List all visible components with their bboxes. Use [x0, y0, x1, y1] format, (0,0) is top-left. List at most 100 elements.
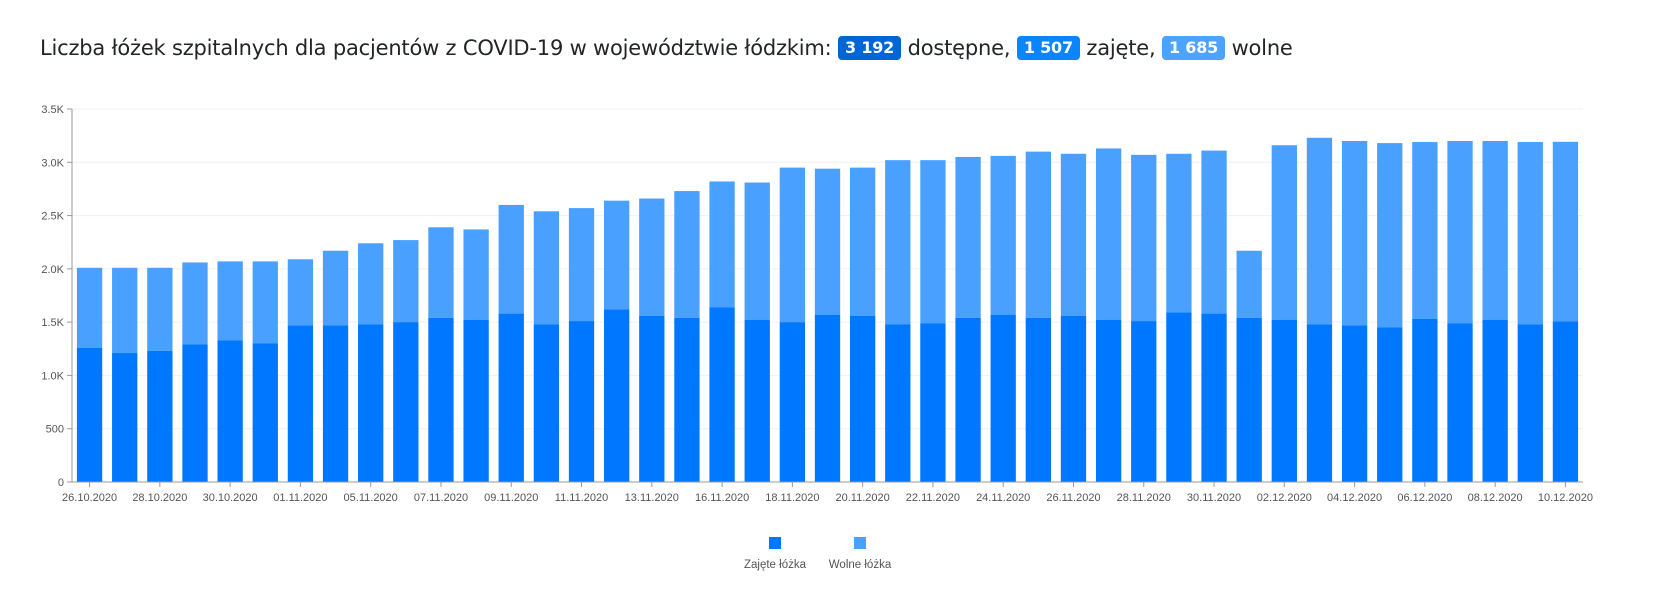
bar-free	[1236, 250, 1262, 318]
legend-swatch	[854, 537, 866, 549]
occupied-label: zajęte,	[1086, 36, 1156, 60]
bar-occupied	[674, 317, 700, 482]
bar-free	[1201, 150, 1227, 314]
bar-occupied	[1306, 324, 1333, 482]
y-tick-label: 3.5K	[41, 104, 64, 116]
bar-occupied	[1271, 320, 1297, 482]
bar-occupied	[358, 324, 384, 482]
bar-free	[920, 160, 946, 324]
bar-free	[990, 155, 1016, 315]
bar-free	[779, 167, 806, 323]
bar-occupied	[568, 321, 595, 482]
bar-free	[1517, 142, 1543, 325]
bar-occupied	[1341, 325, 1368, 482]
bar-free	[533, 211, 560, 325]
bar-occupied	[639, 315, 665, 482]
bar-free	[639, 198, 665, 316]
bar-occupied	[112, 353, 138, 482]
occupied-badge: 1 507	[1016, 36, 1080, 60]
bar-occupied	[147, 350, 173, 482]
bar-occupied	[1025, 317, 1051, 482]
bar-free	[217, 261, 243, 341]
bar-occupied	[428, 317, 454, 482]
bar-occupied	[1447, 323, 1473, 482]
bar-free	[1412, 142, 1438, 319]
bar-free	[604, 200, 630, 310]
bar-occupied	[849, 315, 876, 482]
x-tick-label: 24.11.2020	[976, 492, 1030, 504]
bar-free	[568, 208, 595, 322]
free-badge: 1 685	[1161, 36, 1226, 60]
y-tick-label: 3.0K	[41, 157, 64, 169]
bar-occupied	[1131, 321, 1157, 482]
bar-free	[709, 181, 735, 308]
x-tick-label: 13.11.2020	[625, 492, 679, 504]
bar-occupied	[217, 340, 243, 482]
bar-free	[674, 191, 700, 318]
bar-occupied	[76, 347, 103, 482]
y-tick-label: 2.0K	[41, 264, 64, 276]
bar-occupied	[287, 325, 314, 482]
bar-occupied	[709, 307, 735, 482]
y-tick-label: 1.5K	[41, 317, 64, 329]
bar-free	[76, 267, 103, 348]
bar-free	[1025, 151, 1051, 318]
bar-occupied	[1201, 313, 1227, 482]
bar-free	[1306, 137, 1333, 325]
bar-occupied	[393, 322, 419, 482]
bar-free	[849, 167, 876, 316]
bar-occupied	[1095, 320, 1122, 482]
bar-free	[358, 243, 384, 325]
title-prefix: Liczba łóżek szpitalnych dla pacjentów z…	[40, 36, 832, 60]
legend-swatch	[769, 537, 781, 549]
bar-free	[1060, 153, 1087, 316]
bar-occupied	[1236, 317, 1262, 482]
bar-free	[1552, 141, 1579, 322]
bar-occupied	[814, 314, 841, 482]
bar-free	[428, 227, 454, 318]
y-tick-label: 2.5K	[41, 211, 64, 223]
bar-free	[393, 240, 419, 323]
bar-occupied	[1517, 324, 1543, 482]
x-tick-label: 07.11.2020	[414, 492, 468, 504]
bar-free	[287, 259, 314, 326]
bar-free	[814, 168, 841, 315]
legend-label: Wolne łóżka	[829, 559, 892, 571]
bar-free	[252, 261, 278, 344]
bar-occupied	[955, 317, 981, 482]
bar-free	[1166, 153, 1192, 313]
x-tick-label: 26.11.2020	[1046, 492, 1100, 504]
bar-free	[1271, 145, 1297, 321]
bar-free	[1482, 140, 1508, 321]
bar-free	[498, 204, 524, 314]
bar-free	[112, 267, 138, 354]
x-tick-label: 26.10.2020	[62, 492, 117, 504]
x-tick-label: 18.11.2020	[765, 492, 819, 504]
bar-free	[463, 229, 489, 321]
bar-occupied	[252, 343, 278, 482]
bar-free	[885, 160, 911, 325]
bar-occupied	[182, 344, 208, 482]
bar-occupied	[1552, 321, 1579, 482]
bar-free	[1341, 140, 1368, 326]
x-tick-label: 05.11.2020	[344, 492, 398, 504]
bar-free	[147, 267, 173, 351]
bar-occupied	[885, 324, 911, 482]
available-badge: 3 192	[838, 36, 902, 60]
bar-occupied	[1412, 318, 1438, 482]
x-tick-label: 20.11.2020	[836, 492, 890, 504]
available-label: dostępne,	[907, 36, 1011, 60]
bar-occupied	[604, 309, 630, 482]
bar-occupied	[779, 322, 806, 482]
bar-occupied	[920, 323, 946, 482]
bar-free	[955, 156, 981, 318]
bar-occupied	[1377, 327, 1403, 482]
bar-free	[182, 262, 208, 345]
free-label: wolne	[1231, 36, 1293, 60]
x-tick-label: 28.10.2020	[132, 492, 187, 504]
bar-free	[744, 182, 770, 321]
x-tick-label: 08.12.2020	[1468, 492, 1523, 504]
x-tick-label: 22.11.2020	[906, 492, 960, 504]
bar-occupied	[1482, 320, 1508, 482]
